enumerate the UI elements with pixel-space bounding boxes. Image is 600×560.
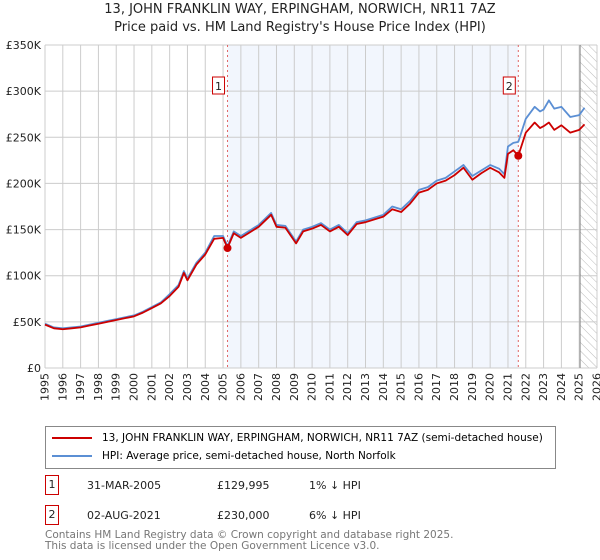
sale-hpi-diff: 1% ↓ HPI [309, 479, 361, 492]
series-line [44, 121, 586, 331]
y-tick-label: £0 [27, 362, 41, 375]
x-tick-label: 1995 [39, 373, 52, 401]
x-tick-label: 1999 [110, 373, 123, 401]
sale-marker-box [212, 76, 226, 95]
x-tick-label: 2000 [128, 373, 141, 401]
chart-subtitle: Price paid vs. HM Land Registry's House … [114, 20, 486, 35]
x-tick-label: 2026 [591, 373, 600, 401]
y-tick-label: £150K [6, 224, 42, 237]
chart-legend: 13, JOHN FRANKLIN WAY, ERPINGHAM, NORWIC… [45, 426, 556, 469]
x-tick-label: 1998 [92, 373, 105, 401]
y-tick-label: £50K [13, 316, 42, 329]
shaded-period [227, 45, 519, 368]
x-tick-label: 2021 [501, 373, 514, 401]
sale-date: 02-AUG-2021 [87, 509, 161, 522]
x-tick-label: 2003 [181, 373, 194, 401]
x-tick-label: 2025 [573, 373, 586, 401]
chart-title: 13, JOHN FRANKLIN WAY, ERPINGHAM, NORWIC… [104, 2, 496, 17]
x-tick-label: 2011 [323, 373, 336, 401]
footer-licence: This data is licensed under the Open Gov… [45, 540, 380, 552]
x-tick-label: 1996 [56, 373, 69, 401]
x-tick-label: 2004 [199, 373, 212, 401]
x-tick-label: 2001 [145, 373, 158, 401]
sale-marker-label: 2 [506, 80, 513, 93]
footer-copyright: Contains HM Land Registry data © Crown c… [45, 529, 454, 541]
sale-marker-badge: 1 [45, 475, 59, 495]
sale-row: 1 31-MAR-2005 £129,995 1% ↓ HPI [45, 475, 545, 495]
footer: Contains HM Land Registry data © Crown c… [45, 530, 453, 552]
x-tick-label: 2013 [359, 373, 372, 401]
legend-swatch-red [52, 437, 92, 439]
sale-marker-box [502, 76, 516, 95]
x-tick-label: 2022 [519, 373, 532, 401]
x-tick-label: 2009 [288, 373, 301, 401]
x-tick-label: 2008 [270, 373, 283, 401]
x-tick-label: 2016 [412, 373, 425, 401]
x-tick-label: 2007 [252, 373, 265, 401]
sale-marker-badge: 2 [45, 505, 59, 525]
sale-point [223, 244, 232, 253]
sale-hpi-diff: 6% ↓ HPI [309, 509, 361, 522]
line-chart: 1995 1996 1997 1998 1999 2000 2001 2002 2003 2004… [6, 39, 600, 401]
x-tick-label: 2015 [395, 373, 408, 401]
sale-point [514, 151, 523, 160]
x-tick-label: 2019 [466, 373, 479, 401]
x-tick-label: 2005 [217, 373, 230, 401]
x-tick-label: 2012 [341, 373, 354, 401]
legend-swatch-blue [52, 455, 92, 457]
x-tick-label: 2018 [448, 373, 461, 401]
x-tick-label: 2017 [430, 373, 443, 401]
x-tick-label: 2020 [484, 373, 497, 401]
sale-row: 2 02-AUG-2021 £230,000 6% ↓ HPI [45, 505, 545, 525]
legend-label: HPI: Average price, semi-detached house,… [102, 450, 396, 462]
y-tick-label: £300K [6, 85, 42, 98]
sale-marker-label: 1 [215, 80, 222, 93]
x-tick-label: 2023 [537, 373, 550, 401]
sale-price: £129,995 [217, 479, 270, 492]
y-tick-label: £350K [6, 39, 42, 52]
legend-item-hpi: HPI: Average price, semi-detached house,… [46, 447, 396, 465]
sale-date: 31-MAR-2005 [87, 479, 162, 492]
x-tick-label: 2024 [555, 373, 568, 401]
y-tick-label: £100K [6, 270, 42, 283]
x-tick-label: 2010 [306, 373, 319, 401]
x-tick-label: 1997 [74, 373, 87, 401]
x-tick-label: 2006 [234, 373, 247, 401]
legend-label: 13, JOHN FRANKLIN WAY, ERPINGHAM, NORWIC… [102, 432, 543, 444]
legend-item-property: 13, JOHN FRANKLIN WAY, ERPINGHAM, NORWIC… [46, 429, 543, 447]
forecast-hatch [580, 45, 597, 368]
x-tick-label: 2002 [163, 373, 176, 401]
sale-price: £230,000 [217, 509, 270, 522]
y-tick-label: £200K [6, 177, 42, 190]
y-tick-label: £250K [6, 131, 42, 144]
x-tick-label: 2014 [377, 373, 390, 401]
